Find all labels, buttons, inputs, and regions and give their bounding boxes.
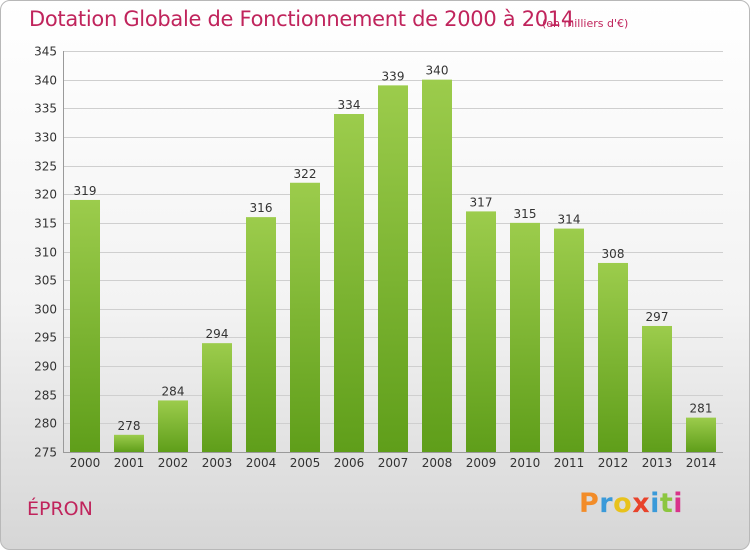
x-tick-label: 2012	[598, 456, 629, 470]
chart-subtitle: (en milliers d'€)	[542, 17, 629, 30]
x-tick-label: 2009	[466, 456, 497, 470]
bar	[290, 182, 320, 452]
logo-letter: i	[650, 488, 660, 519]
y-tick-label: 285	[34, 389, 57, 403]
bar-value-label: 284	[162, 384, 185, 398]
bar	[202, 343, 232, 452]
bar	[554, 228, 584, 452]
y-tick-label: 310	[34, 246, 57, 260]
commune-name: ÉPRON	[27, 498, 93, 520]
y-tick-label: 295	[34, 331, 57, 345]
bar-value-label: 315	[514, 207, 537, 221]
logo-letter: r	[599, 488, 614, 519]
bar	[466, 211, 496, 452]
bar	[598, 262, 628, 452]
x-tick-label: 2008	[422, 456, 453, 470]
logo-letter: t	[659, 488, 674, 519]
x-tick-label: 2005	[290, 456, 321, 470]
x-tick-label: 2011	[554, 456, 585, 470]
y-tick-label: 315	[34, 217, 57, 231]
bar	[246, 217, 276, 452]
bar	[686, 417, 716, 452]
y-tick-label: 340	[34, 74, 57, 88]
x-tick-label: 2003	[202, 456, 233, 470]
y-tick-label: 305	[34, 274, 57, 288]
y-tick-label: 335	[34, 102, 57, 116]
x-tick-label: 2000	[70, 456, 101, 470]
bar-value-label: 294	[206, 327, 229, 341]
x-tick-label: 2007	[378, 456, 409, 470]
bar	[334, 114, 364, 452]
bar	[422, 79, 452, 453]
y-tick-label: 320	[34, 188, 57, 202]
bar	[378, 85, 408, 452]
bar-value-label: 297	[646, 310, 669, 324]
bar	[158, 400, 188, 452]
y-tick-label: 325	[34, 160, 57, 174]
y-tick-label: 345	[34, 45, 57, 59]
bar-value-label: 281	[690, 402, 713, 416]
y-tick-label: 290	[34, 360, 57, 374]
y-tick-label: 330	[34, 131, 57, 145]
bar	[70, 199, 100, 452]
bar-value-label: 278	[118, 419, 141, 433]
bar-value-label: 316	[250, 201, 273, 215]
x-tick-label: 2013	[642, 456, 673, 470]
x-tick-label: 2014	[686, 456, 717, 470]
x-tick-label: 2010	[510, 456, 541, 470]
bar	[510, 222, 540, 452]
proxiti-logo: Proxiti	[579, 488, 683, 519]
y-tick-label: 280	[34, 417, 57, 431]
bar-value-label: 339	[382, 69, 405, 83]
logo-letter: x	[632, 488, 651, 519]
bar	[642, 325, 672, 452]
bar-value-label: 319	[74, 184, 97, 198]
y-tick-label: 300	[34, 303, 57, 317]
bar-value-label: 322	[294, 167, 317, 181]
bar	[114, 434, 144, 452]
logo-letter: o	[613, 488, 633, 519]
x-tick-label: 2001	[114, 456, 145, 470]
bar-value-label: 334	[338, 98, 361, 112]
bar-value-label: 314	[558, 213, 581, 227]
bar-value-label: 317	[470, 195, 493, 209]
x-tick-label: 2006	[334, 456, 365, 470]
x-tick-label: 2004	[246, 456, 277, 470]
logo-letter: P	[579, 488, 600, 519]
logo-letter: i	[673, 488, 684, 519]
bar-value-label: 308	[602, 247, 625, 261]
y-tick-label: 275	[34, 446, 57, 460]
chart-title: Dotation Globale de Fonctionnement de 20…	[29, 7, 574, 31]
x-tick-label: 2002	[158, 456, 189, 470]
bar-value-label: 340	[426, 64, 449, 78]
